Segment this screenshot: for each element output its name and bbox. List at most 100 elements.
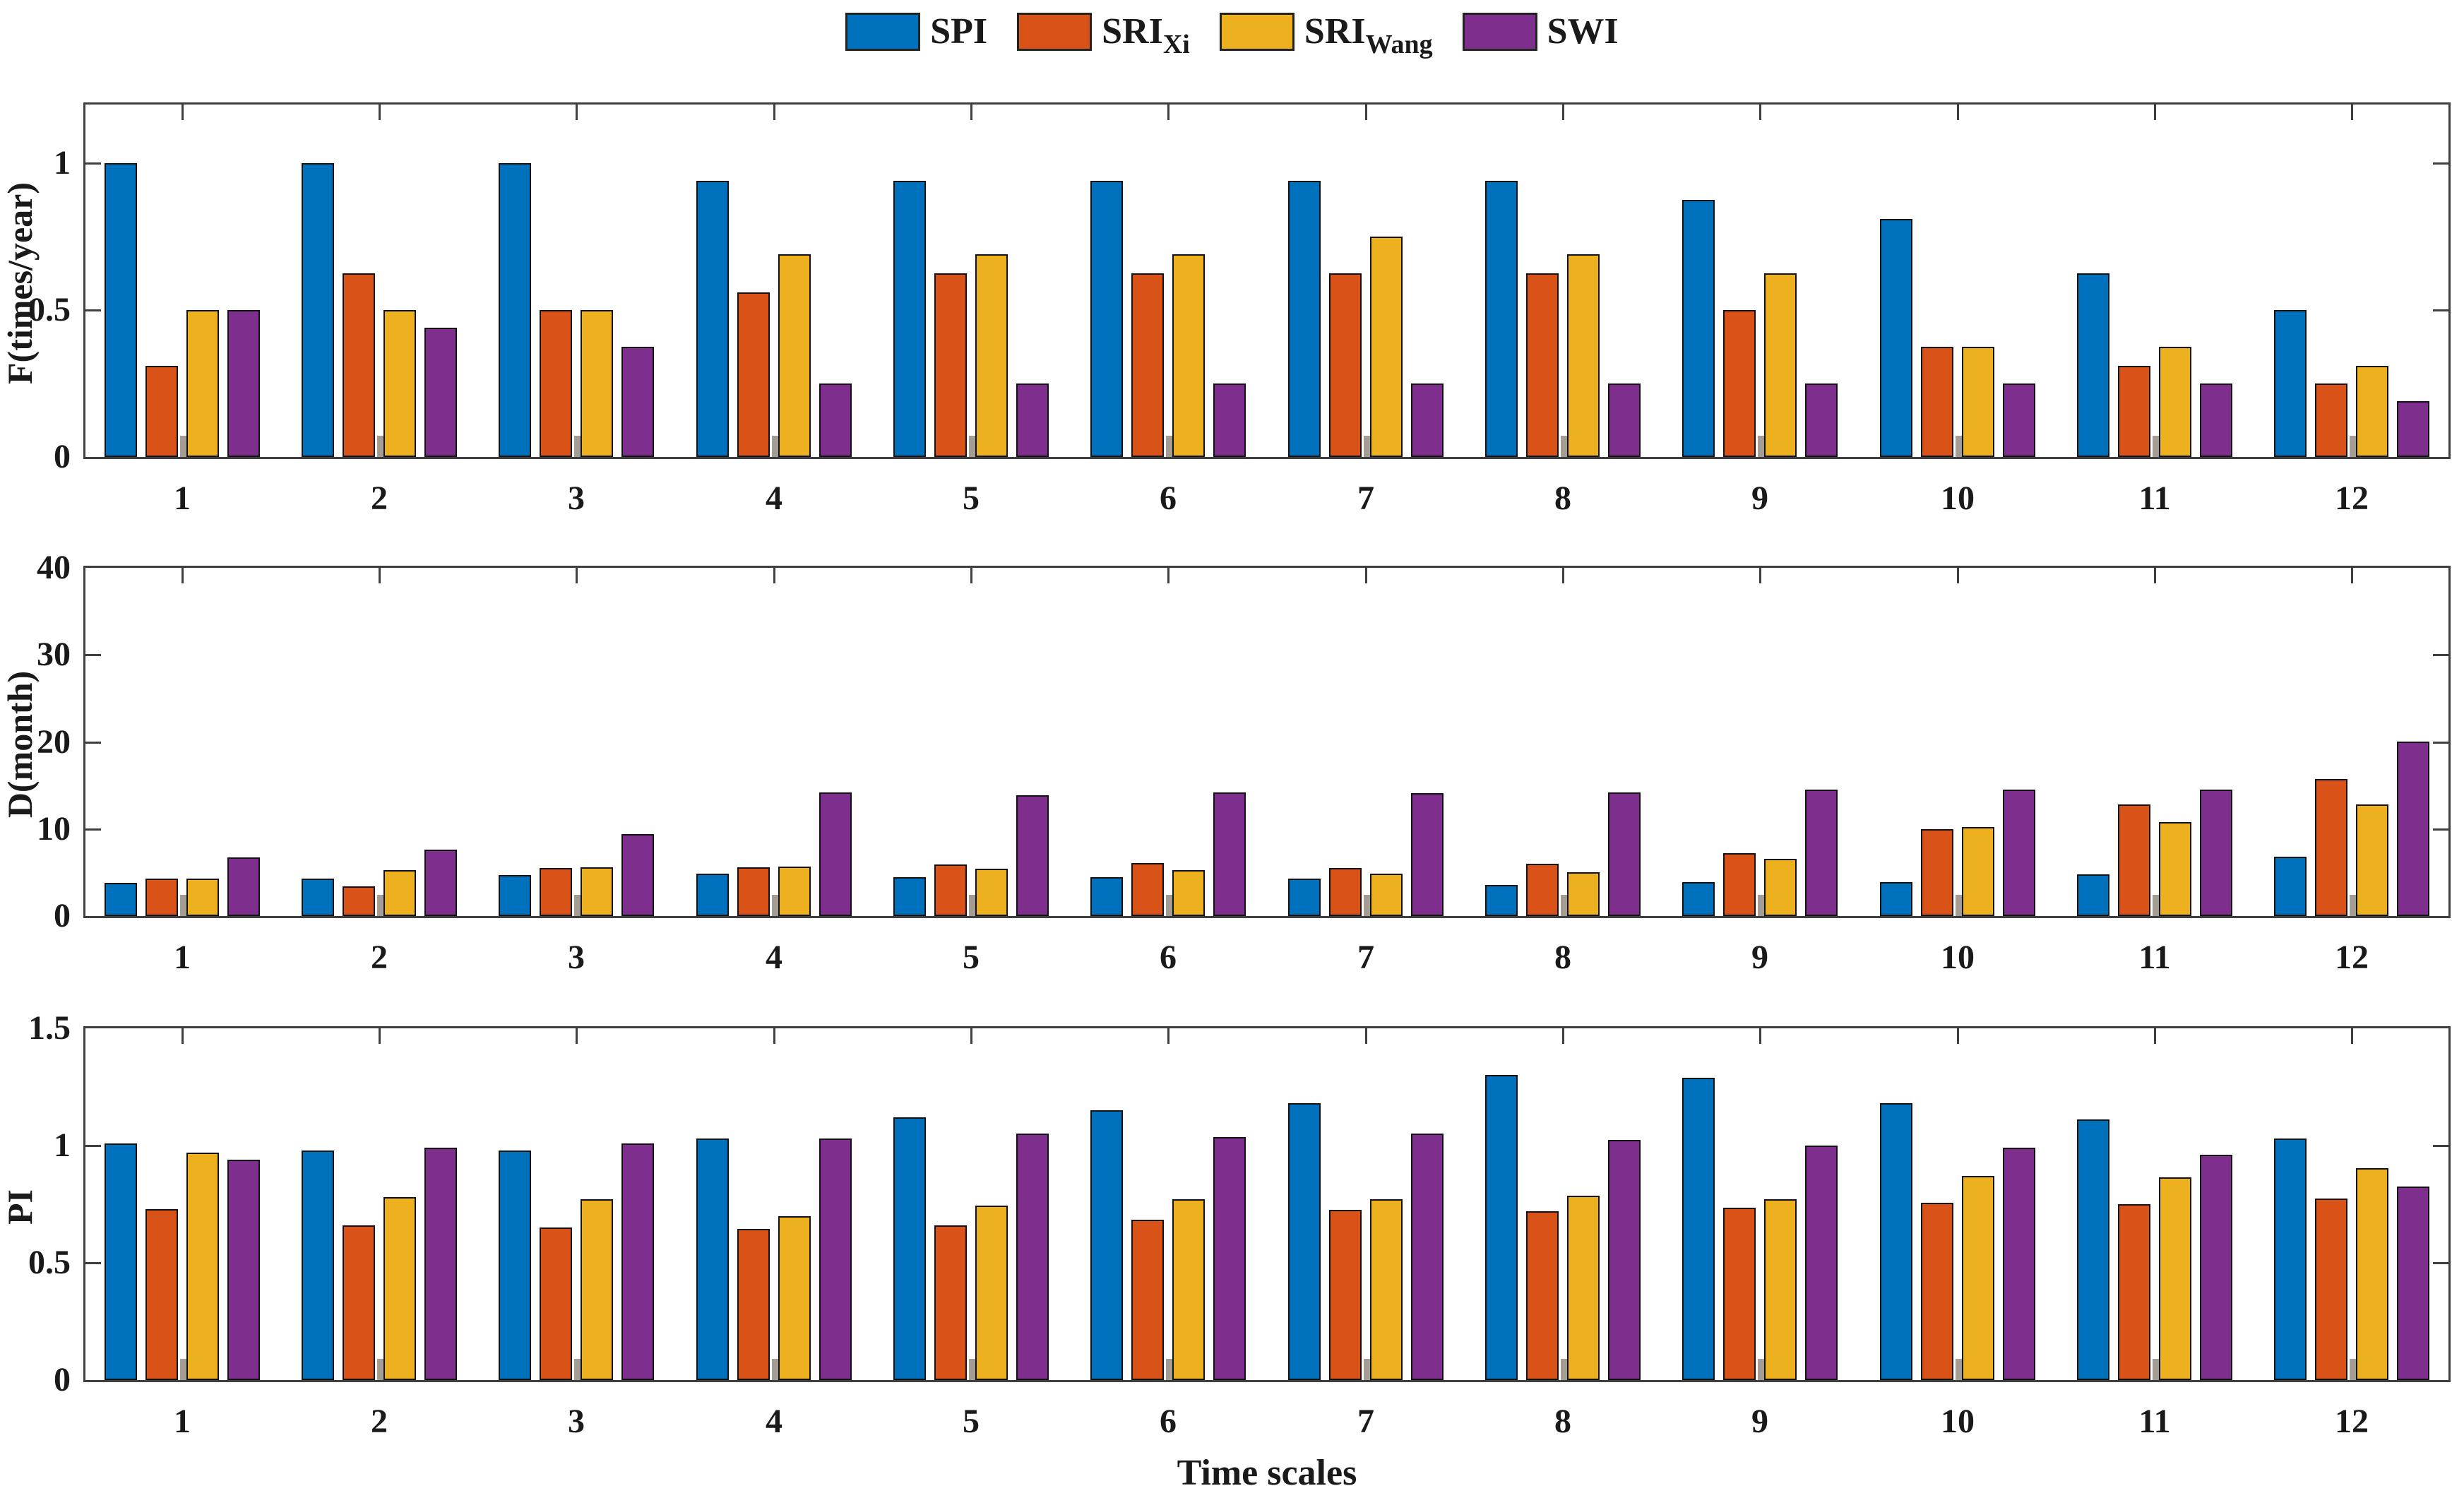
bar-spi-ts10: [1880, 882, 1912, 916]
x-tick-mark: [1957, 568, 1959, 583]
bar-sri_xi-ts2: [343, 886, 375, 916]
bar-shadow-sliver: [2153, 1359, 2159, 1380]
bar-swi-ts4: [819, 792, 852, 916]
bar-shadow-sliver: [1166, 895, 1172, 916]
x-tick-label: 12: [2335, 480, 2369, 517]
bar-swi-ts9: [1805, 790, 1838, 916]
bar-swi-ts9: [1805, 1146, 1838, 1380]
legend-label-sri-xi: SRIXi: [1102, 13, 1190, 59]
bar-spi-ts7: [1288, 181, 1321, 457]
x-tick-label: 11: [2138, 939, 2171, 976]
x-tick-label: 1: [174, 480, 191, 517]
bar-sri_wang-ts1: [186, 879, 219, 916]
bar-swi-ts1: [227, 857, 260, 916]
bar-swi-ts10: [2003, 384, 2035, 457]
bar-shadow-sliver: [377, 895, 383, 916]
bar-shadow-sliver: [1561, 436, 1567, 457]
bar-sri_xi-ts4: [737, 292, 770, 457]
bar-sri_wang-ts1: [186, 1153, 219, 1380]
x-tick-label: 1: [174, 939, 191, 976]
x-tick-mark: [2154, 568, 2156, 583]
x-tick-label: 7: [1357, 939, 1374, 976]
y-tick-label: 0.5: [28, 1244, 71, 1281]
axes-box-1: [83, 102, 2451, 459]
bar-sri_wang-ts7: [1370, 874, 1403, 916]
bar-sri_xi-ts1: [145, 366, 178, 457]
x-tick-label: 4: [766, 480, 782, 517]
bar-shadow-sliver: [1364, 895, 1370, 916]
bar-sri_xi-ts1: [145, 879, 178, 916]
x-tick-mark: [181, 568, 184, 583]
x-tick-mark: [970, 1028, 972, 1044]
bar-spi-ts9: [1682, 1078, 1715, 1380]
x-tick-label: 3: [568, 939, 585, 976]
bar-swi-ts4: [819, 384, 852, 457]
bar-sri_wang-ts9: [1764, 859, 1797, 916]
bar-shadow-sliver: [1956, 436, 1962, 457]
bar-sri_wang-ts9: [1764, 1199, 1797, 1380]
bar-swi-ts1: [227, 1160, 260, 1380]
y-tick-label: 0: [54, 897, 71, 934]
axes-box-2: [83, 566, 2451, 918]
y-tick-mark: [2433, 828, 2448, 831]
bar-sri_wang-ts7: [1370, 1199, 1403, 1380]
x-tick-mark: [970, 568, 972, 583]
bar-sri_xi-ts10: [1921, 829, 1953, 916]
bar-swi-ts11: [2200, 790, 2232, 916]
x-tick-mark: [2351, 568, 2353, 583]
bar-sri_xi-ts3: [540, 1227, 572, 1380]
y-tick-label: 30: [37, 636, 71, 673]
legend-subscript: Wang: [1365, 30, 1433, 59]
bar-sri_xi-ts12: [2315, 1199, 2347, 1380]
bar-shadow-sliver: [1758, 895, 1764, 916]
bar-swi-ts9: [1805, 384, 1838, 457]
x-tick-mark: [773, 1028, 775, 1044]
bar-swi-ts2: [424, 850, 457, 916]
bar-swi-ts4: [819, 1139, 852, 1380]
x-tick-label: 12: [2335, 1403, 2369, 1440]
bar-sri_xi-ts2: [343, 273, 375, 457]
bar-sri_xi-ts4: [737, 1229, 770, 1380]
x-tick-label: 8: [1554, 939, 1571, 976]
x-tick-label: 11: [2138, 480, 2171, 517]
bar-swi-ts3: [621, 1143, 654, 1380]
bar-sri_wang-ts2: [383, 310, 416, 457]
bar-shadow-sliver: [180, 1359, 186, 1380]
bar-swi-ts3: [621, 834, 654, 916]
bar-sri_xi-ts10: [1921, 1203, 1953, 1380]
legend-text: SRI: [1304, 11, 1366, 52]
bar-swi-ts6: [1213, 792, 1246, 916]
bar-spi-ts3: [499, 875, 531, 916]
x-tick-mark: [1759, 568, 1761, 583]
y-tick-mark: [2433, 309, 2448, 311]
x-tick-mark: [576, 568, 578, 583]
bar-spi-ts5: [893, 877, 926, 916]
bar-sri_wang-ts6: [1172, 254, 1205, 457]
y-tick-label: 1.5: [28, 1009, 71, 1047]
bar-sri_wang-ts7: [1370, 237, 1403, 457]
bar-sri_wang-ts3: [581, 310, 613, 457]
x-tick-label: 5: [963, 939, 980, 976]
bar-shadow-sliver: [180, 436, 186, 457]
x-tick-mark: [1365, 105, 1367, 120]
bar-sri_wang-ts5: [975, 1206, 1008, 1380]
bar-sri_xi-ts4: [737, 867, 770, 916]
bar-sri_xi-ts5: [934, 864, 967, 916]
x-tick-mark: [2351, 105, 2353, 120]
y-tick-label: 10: [37, 810, 71, 848]
x-tick-mark: [1167, 568, 1169, 583]
y-tick-label: 0: [54, 1361, 71, 1398]
bar-swi-ts6: [1213, 384, 1246, 457]
x-tick-label: 10: [1941, 480, 1975, 517]
bar-shadow-sliver: [969, 895, 975, 916]
legend-label-spi: SPI: [930, 13, 987, 51]
bar-sri_wang-ts9: [1764, 273, 1797, 457]
bar-swi-ts5: [1016, 795, 1049, 916]
bar-shadow-sliver: [574, 1359, 581, 1380]
bar-spi-ts5: [893, 1117, 926, 1380]
x-tick-mark: [2351, 1028, 2353, 1044]
bar-sri_wang-ts3: [581, 1199, 613, 1380]
bar-shadow-sliver: [574, 436, 581, 457]
x-tick-label: 9: [1751, 480, 1768, 517]
bar-shadow-sliver: [772, 895, 778, 916]
